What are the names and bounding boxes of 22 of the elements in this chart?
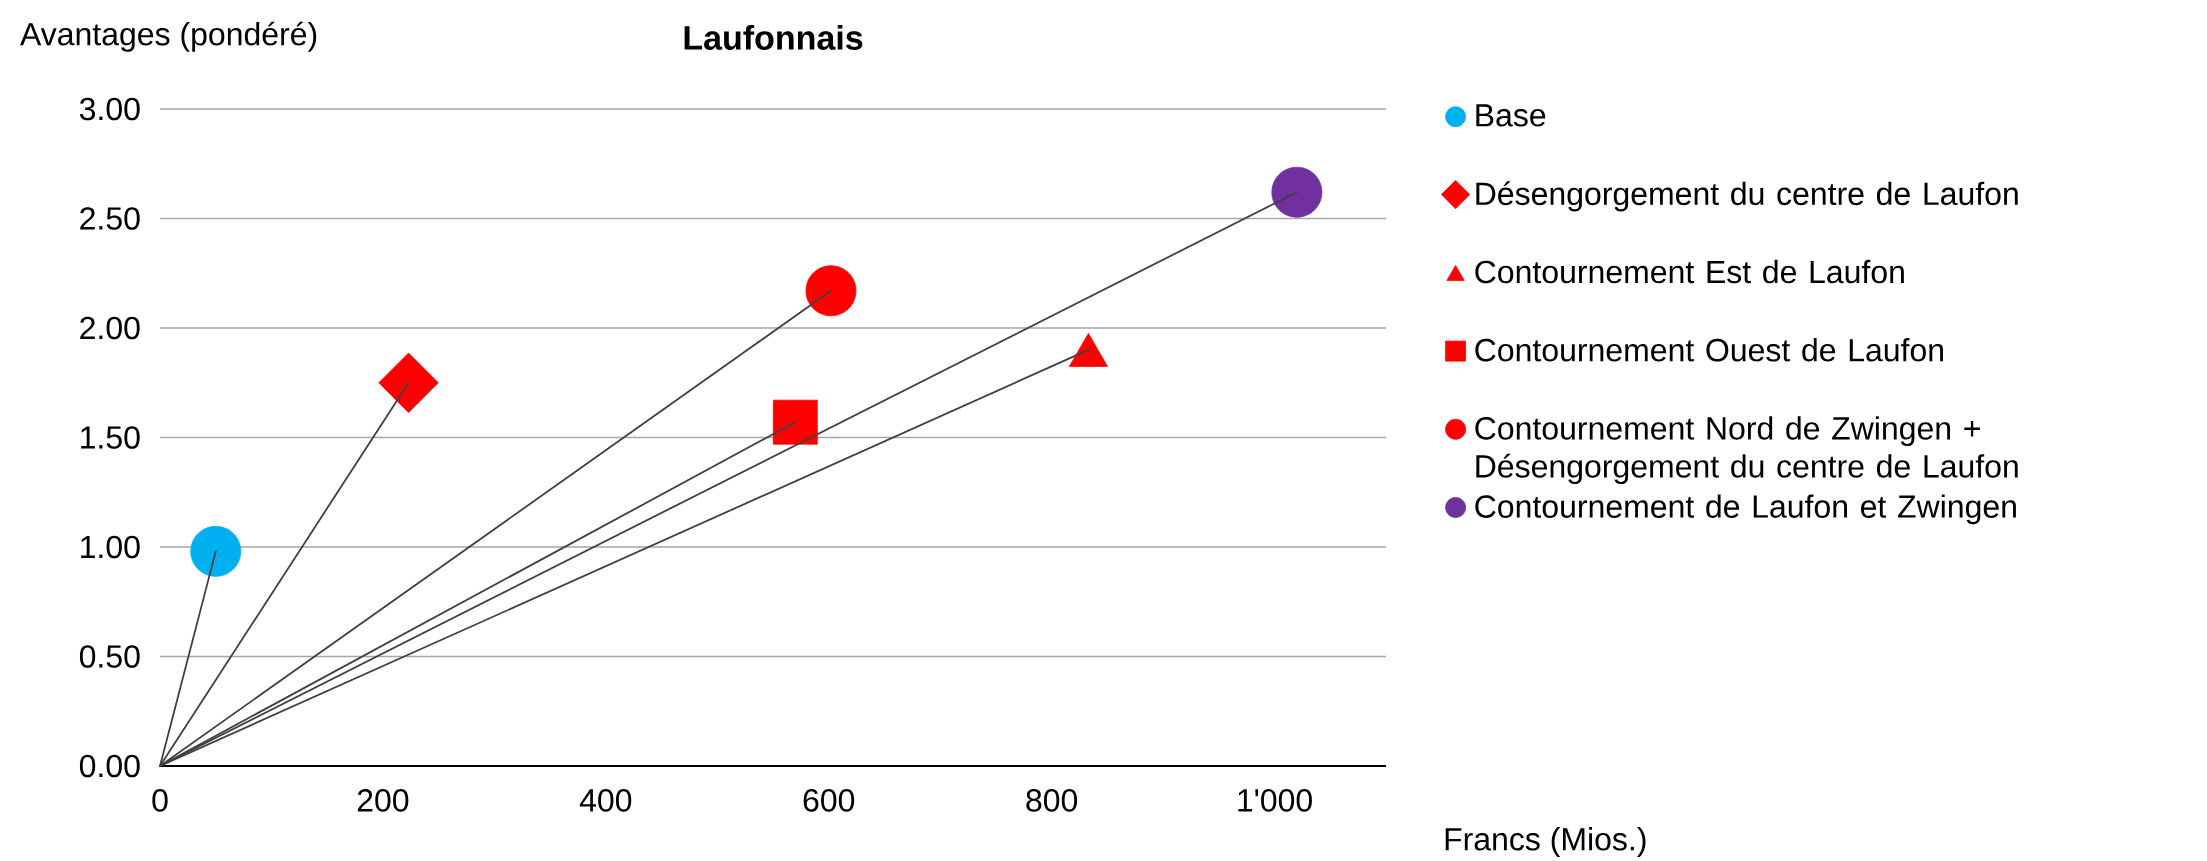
legend-label: Base [1476, 104, 1546, 127]
legend-label: Contournement Ouest de Laufon [1475, 338, 1943, 362]
y-tick-label: 1.50 [81, 426, 140, 449]
x-tick-label: 200 [357, 789, 409, 812]
x-tick-label: 0 [152, 789, 168, 812]
x-tick-label: 600 [803, 789, 855, 812]
y-tick-label: 1.00 [81, 535, 140, 559]
x-tick-label: 800 [1026, 789, 1078, 812]
x-tick-label: 400 [579, 789, 632, 812]
y-tick-label: 0.50 [79, 645, 140, 668]
x-axis-title: Francs (Mios.) [1445, 827, 1646, 857]
y-tick-label: 2.00 [80, 316, 140, 340]
y-axis-title: Avantages (pondéré) [20, 21, 317, 52]
legend-label: Contournement de Laufon et Zwingen [1475, 494, 2016, 525]
legend-label: Désengorgement du centre de Laufon [1476, 181, 2018, 212]
y-tick-label: 0.00 [79, 754, 140, 778]
chart-title: Laufonnais [684, 24, 863, 50]
legend-label: Contournement Est de Laufon [1475, 259, 1904, 284]
legend-label: Contournement Nord de Zwingen + Désengorgement du centre de Laufon [1475, 416, 2018, 485]
y-tick-label: 3.00 [79, 97, 140, 121]
y-tick-label: 2.50 [80, 207, 140, 230]
x-tick-label: 1'000 [1238, 789, 1312, 812]
